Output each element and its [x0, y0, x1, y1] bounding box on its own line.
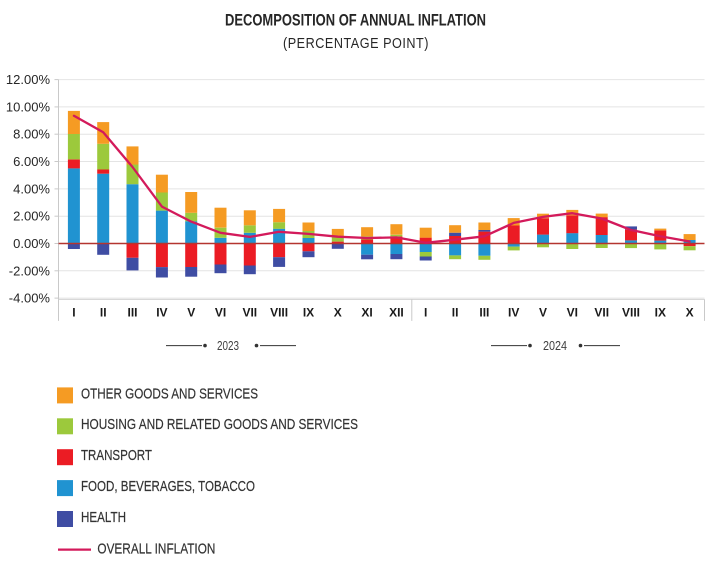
svg-text:III: III: [479, 306, 489, 320]
svg-text:XII: XII: [389, 306, 404, 320]
svg-text:VIII: VIII: [270, 306, 288, 320]
svg-text:IV: IV: [156, 306, 167, 320]
svg-text:VIII: VIII: [622, 306, 640, 320]
svg-text:-4.00%: -4.00%: [9, 291, 51, 306]
svg-text:6.00%: 6.00%: [13, 154, 50, 169]
svg-text:VI: VI: [567, 306, 578, 320]
svg-text:2.00%: 2.00%: [13, 209, 50, 224]
svg-text:II: II: [100, 306, 107, 320]
svg-text:VII: VII: [594, 306, 609, 320]
svg-text:I: I: [72, 306, 75, 320]
svg-text:V: V: [187, 306, 195, 320]
svg-text:FOOD, BEVERAGES, TOBACCO: FOOD, BEVERAGES, TOBACCO: [81, 479, 255, 495]
svg-text:IX: IX: [655, 306, 666, 320]
svg-text:X: X: [334, 306, 342, 320]
svg-text:12.00%: 12.00%: [6, 72, 51, 87]
svg-text:2024: 2024: [543, 338, 567, 353]
svg-text:-2.00%: -2.00%: [9, 263, 51, 278]
svg-text:V: V: [539, 306, 547, 320]
svg-text:2023: 2023: [217, 338, 239, 353]
svg-text:8.00%: 8.00%: [13, 127, 50, 142]
svg-text:TRANSPORT: TRANSPORT: [81, 448, 152, 464]
svg-text:HEALTH: HEALTH: [81, 510, 126, 526]
svg-text:VII: VII: [242, 306, 257, 320]
svg-text:I: I: [424, 306, 427, 320]
svg-text:10.00%: 10.00%: [6, 99, 51, 114]
svg-text:XI: XI: [361, 306, 372, 320]
svg-text:IX: IX: [303, 306, 314, 320]
svg-text:VI: VI: [215, 306, 226, 320]
svg-text:(PERCENTAGE POINT): (PERCENTAGE POINT): [283, 36, 429, 52]
svg-text:DECOMPOSITION OF ANNUAL INFLAT: DECOMPOSITION OF ANNUAL INFLATION: [225, 12, 486, 30]
svg-text:IV: IV: [508, 306, 519, 320]
svg-text:OVERALL INFLATION: OVERALL INFLATION: [97, 542, 215, 558]
svg-text:4.00%: 4.00%: [13, 181, 50, 196]
svg-text:OTHER GOODS AND SERVICES: OTHER GOODS AND SERVICES: [81, 386, 258, 402]
svg-text:II: II: [452, 306, 459, 320]
svg-text:HOUSING AND RELATED GOODS AND: HOUSING AND RELATED GOODS AND SERVICES: [81, 417, 358, 433]
svg-text:X: X: [686, 306, 694, 320]
svg-text:III: III: [127, 306, 137, 320]
svg-text:0.00%: 0.00%: [13, 236, 50, 251]
